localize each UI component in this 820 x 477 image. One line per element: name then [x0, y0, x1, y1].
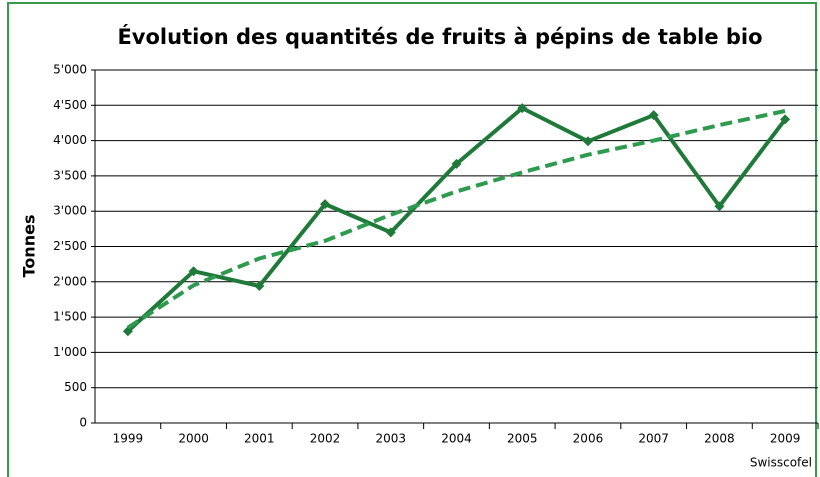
- x-tick-label: 2008: [704, 432, 735, 446]
- y-tick-label: 4'000: [53, 133, 87, 147]
- y-tick-label: 2'000: [53, 274, 87, 288]
- frame: [7, 2, 817, 477]
- marker: [451, 158, 462, 169]
- trend-line: [126, 108, 786, 330]
- y-axis-label: Tonnes: [20, 215, 39, 278]
- y-tick-label: 4'500: [53, 98, 87, 112]
- y-tick-label: 3'500: [53, 168, 87, 182]
- marker: [254, 281, 265, 292]
- chart-title: Évolution des quantités de fruits à pépi…: [117, 24, 762, 49]
- x-tick-label: 2007: [638, 432, 669, 446]
- x-tick-label: 2004: [441, 432, 472, 446]
- marker: [385, 227, 396, 238]
- x-tick-label: 2003: [375, 432, 406, 446]
- marker: [582, 136, 593, 147]
- y-tick-label: 1'500: [53, 310, 87, 324]
- x-tick-label: 2001: [244, 432, 275, 446]
- x-tick-label: 2005: [507, 432, 538, 446]
- x-tick-label: 2009: [770, 432, 801, 446]
- marker: [780, 114, 791, 125]
- x-tick-label: 2006: [573, 432, 604, 446]
- x-tick-label: 1999: [113, 432, 144, 446]
- marker: [188, 266, 199, 277]
- data-line: [126, 106, 787, 333]
- marker: [122, 326, 133, 337]
- y-tick-label: 500: [64, 380, 87, 394]
- y-tick-label: 3'000: [53, 204, 87, 218]
- marker: [517, 103, 528, 114]
- marker: [320, 199, 331, 210]
- source: Swisscofel: [750, 456, 812, 470]
- y-tick-label: 0: [79, 416, 87, 430]
- marker: [714, 201, 725, 212]
- x-tick-label: 2002: [310, 432, 341, 446]
- y-tick-label: 1'000: [53, 345, 87, 359]
- x-tick-label: 2000: [178, 432, 209, 446]
- marker: [648, 110, 659, 121]
- y-tick-label: 5'000: [53, 63, 87, 77]
- y-tick-label: 2'500: [53, 239, 87, 253]
